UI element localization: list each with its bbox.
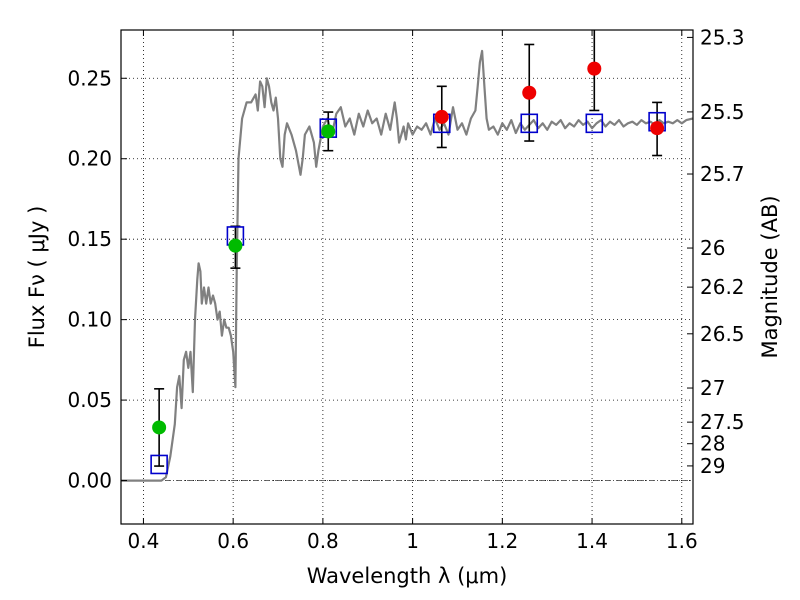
axis-ticks bbox=[121, 30, 693, 524]
y2-tick-label: 26.2 bbox=[700, 275, 745, 299]
x-tick-label: 1.6 bbox=[666, 529, 698, 553]
grid-lines bbox=[121, 30, 693, 524]
spectrum-line bbox=[121, 49, 693, 482]
y2-tick-label: 25.3 bbox=[700, 25, 745, 49]
x-axis-label: Wavelength λ (μm) bbox=[307, 564, 508, 588]
model-square-point bbox=[150, 454, 168, 475]
y-axis-label: Flux Fν ( μJy ) bbox=[25, 206, 49, 349]
right-y-axis-label: Magnitude (AB) bbox=[758, 195, 782, 358]
y2-tick-label: 26.5 bbox=[700, 322, 745, 346]
y-tick-label: 0.15 bbox=[67, 227, 112, 251]
x-tick-label: 1 bbox=[406, 529, 419, 553]
x-tick-label: 1.2 bbox=[486, 529, 518, 553]
x-tick-label: 1.4 bbox=[576, 529, 608, 553]
red-data-point bbox=[434, 109, 449, 124]
data-group bbox=[121, 30, 693, 482]
model-square-point bbox=[585, 113, 604, 134]
axis-tick-labels: 0.4 0.6 0.8 1 1.2 1.4 1.6 0.00 0.05 0.10 0.15 0.20 0… bbox=[67, 25, 744, 553]
x-tick-label: 0.6 bbox=[217, 529, 249, 553]
red-data-point bbox=[522, 85, 537, 100]
x-tick-label: 0.8 bbox=[307, 529, 339, 553]
y2-tick-label: 25.5 bbox=[700, 100, 745, 124]
y-tick-label: 0.10 bbox=[67, 308, 112, 332]
red-data-point bbox=[587, 61, 602, 76]
y2-tick-label: 27 bbox=[700, 376, 725, 400]
y2-tick-label: 27.5 bbox=[700, 410, 745, 434]
y2-tick-label: 25.7 bbox=[700, 162, 745, 186]
green-data-point bbox=[321, 124, 336, 139]
y-tick-label: 0.00 bbox=[67, 469, 112, 493]
model-square-point bbox=[520, 113, 539, 134]
green-data-point bbox=[228, 238, 243, 253]
y-tick-label: 0.20 bbox=[67, 147, 112, 171]
y-tick-label: 0.05 bbox=[67, 388, 112, 412]
plot-frame bbox=[120, 29, 694, 525]
y2-tick-label: 28 bbox=[700, 432, 725, 456]
y2-tick-label: 29 bbox=[700, 454, 725, 478]
x-tick-label: 0.4 bbox=[128, 529, 160, 553]
y-tick-label: 0.25 bbox=[67, 66, 112, 90]
red-data-point bbox=[650, 121, 665, 136]
y2-tick-label: 26 bbox=[700, 236, 725, 260]
series-layer bbox=[121, 30, 693, 482]
green-data-point bbox=[152, 420, 167, 435]
